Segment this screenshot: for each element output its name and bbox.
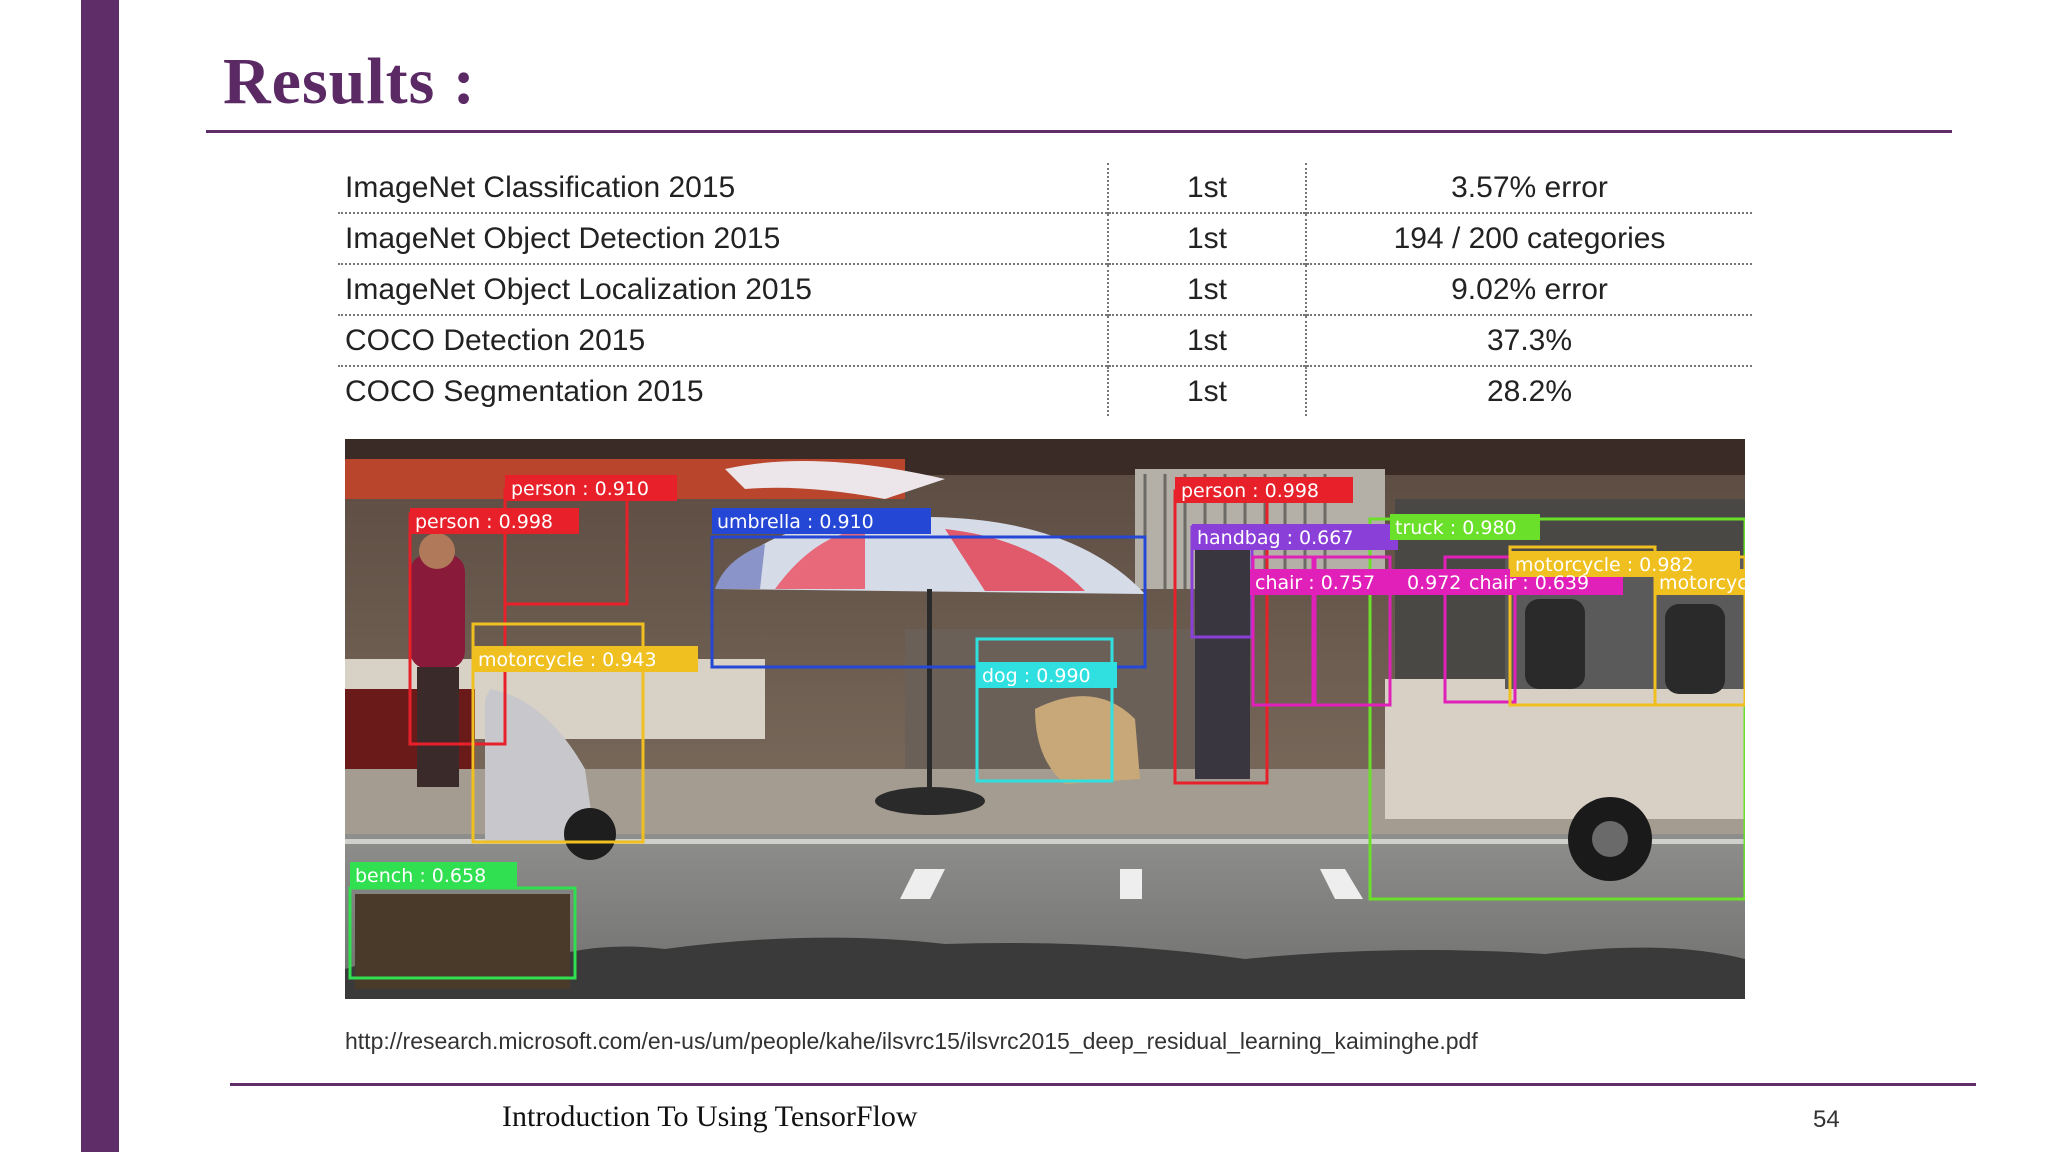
- page-number: 54: [1813, 1106, 1840, 1133]
- detection-label: 0.972: [1407, 572, 1461, 594]
- detection-label: dog : 0.990: [982, 665, 1091, 687]
- competition-cell: ImageNet Classification 2015: [345, 170, 736, 204]
- rank-cell: 1st: [1107, 163, 1306, 213]
- rank-cell: 1st: [1107, 365, 1306, 416]
- rank-cell: 1st: [1107, 314, 1306, 366]
- slide-title: Results :: [223, 45, 476, 118]
- detection-label: chair : 0.639: [1469, 572, 1589, 594]
- competition-cell: COCO Segmentation 2015: [338, 365, 1108, 416]
- results-table: ImageNet Classification 2015 1st 3.57% e…: [338, 163, 1752, 416]
- result-cell: 3.57% error: [1305, 163, 1752, 213]
- result-cell: 37.3%: [1305, 314, 1752, 366]
- source-url: http://research.microsoft.com/en-us/um/p…: [345, 1028, 1478, 1054]
- competition-cell: ImageNet Object Localization 2015: [338, 263, 1108, 315]
- title-underline: [206, 130, 1952, 133]
- competition-cell: COCO Detection 2015: [338, 314, 1108, 366]
- result-cell: 9.02% error: [1305, 263, 1752, 315]
- detection-result-photo: person : 0.910 person : 0.998 umbrella :…: [345, 439, 1745, 999]
- detection-label: truck : 0.980: [1395, 517, 1517, 539]
- detection-label: chair : 0.757: [1255, 572, 1375, 594]
- detection-label: umbrella : 0.910: [717, 511, 874, 533]
- detection-label: person : 0.998: [415, 511, 553, 533]
- footer-title: Introduction To Using TensorFlow: [502, 1100, 918, 1133]
- footer-rule: [230, 1083, 1976, 1086]
- detection-label: bench : 0.658: [355, 865, 486, 887]
- detection-label: person : 0.998: [1181, 480, 1319, 502]
- table-row: COCO Segmentation 2015 1st 28.2%: [338, 365, 1752, 416]
- result-cell: 28.2%: [1305, 365, 1752, 416]
- sidebar-accent-bar: [81, 0, 119, 1152]
- detection-label: person : 0.910: [511, 478, 649, 500]
- rank-cell: 1st: [1107, 212, 1306, 264]
- table-row: ImageNet Object Localization 2015 1st 9.…: [338, 263, 1752, 315]
- detection-label: motorcycle : 0.982: [1515, 554, 1694, 576]
- competition-cell: ImageNet Object Detection 2015: [338, 212, 1108, 264]
- table-row: COCO Detection 2015 1st 37.3%: [338, 314, 1752, 366]
- table-row: ImageNet Classification 2015 1st 3.57% e…: [338, 163, 1752, 213]
- rank-cell: 1st: [1107, 263, 1306, 315]
- result-cell: 194 / 200 categories: [1305, 212, 1752, 264]
- table-row: ImageNet Object Detection 2015 1st 194 /…: [338, 212, 1752, 264]
- detection-label: motorcycle : 0.943: [478, 649, 657, 671]
- detection-label: motorcycle: [1659, 572, 1745, 594]
- detection-label: handbag : 0.667: [1197, 527, 1353, 549]
